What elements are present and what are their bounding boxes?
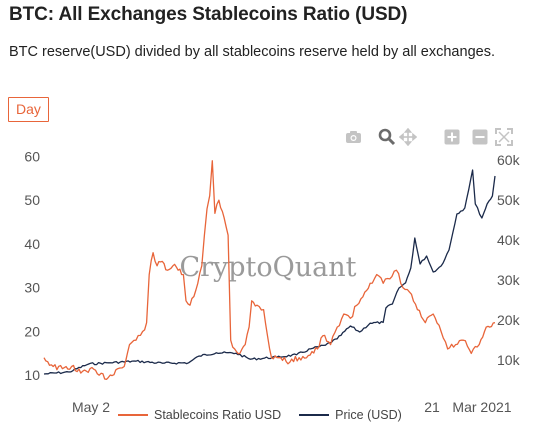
range-day-button[interactable]: Day (8, 97, 49, 122)
y-left-tick-label: 40 (24, 236, 40, 252)
y-left-axis: 10 20 30 40 50 60 (24, 148, 40, 383)
zoom-icon[interactable] (378, 128, 396, 146)
y-left-tick-label: 30 (24, 280, 40, 296)
y-left-tick-label: 20 (24, 323, 40, 339)
price-line[interactable] (43, 169, 496, 375)
x-tick-label: 21 (424, 399, 440, 415)
watermark-text: CryptoQuant (179, 252, 356, 283)
autoscale-icon[interactable] (495, 128, 513, 146)
y-right-tick-label: 50k (497, 192, 521, 208)
chart-description: BTC reserve(USD) divided by all stableco… (9, 44, 495, 60)
legend-swatch-ratio (118, 414, 148, 416)
camera-icon[interactable] (344, 128, 362, 146)
pan-icon[interactable] (399, 128, 417, 146)
series-layer (43, 160, 496, 380)
y-right-tick-label: 60k (497, 152, 521, 168)
y-left-tick-label: 10 (24, 367, 40, 383)
legend-label-ratio: Stablecoins Ratio USD (154, 408, 282, 422)
y-left-tick-label: 50 (24, 192, 40, 208)
ratio-line[interactable] (43, 160, 496, 380)
page-title: BTC: All Exchanges Stablecoins Ratio (US… (9, 4, 408, 25)
legend-item-price[interactable]: Price (USD) (299, 408, 402, 422)
legend-label-price: Price (USD) (335, 408, 402, 422)
y-right-axis: 10k 20k 30k 40k 50k 60k (497, 152, 521, 368)
y-right-tick-label: 30k (497, 272, 521, 288)
y-left-tick-label: 60 (24, 148, 40, 164)
y-right-tick-label: 20k (497, 312, 521, 328)
legend-swatch-price (299, 414, 330, 416)
x-tick-label: May 2 (72, 399, 110, 415)
zoom-out-icon[interactable] (471, 128, 489, 146)
y-right-tick-label: 40k (497, 232, 521, 248)
x-axis: May 2 21 Mar 2021 (72, 399, 512, 415)
chart-legend: Stablecoins Ratio USD Price (USD) (118, 403, 420, 427)
zoom-in-icon[interactable] (443, 128, 461, 146)
y-right-tick-label: 10k (497, 352, 521, 368)
legend-item-ratio[interactable]: Stablecoins Ratio USD (118, 408, 281, 422)
x-tick-label: Mar 2021 (452, 399, 511, 415)
